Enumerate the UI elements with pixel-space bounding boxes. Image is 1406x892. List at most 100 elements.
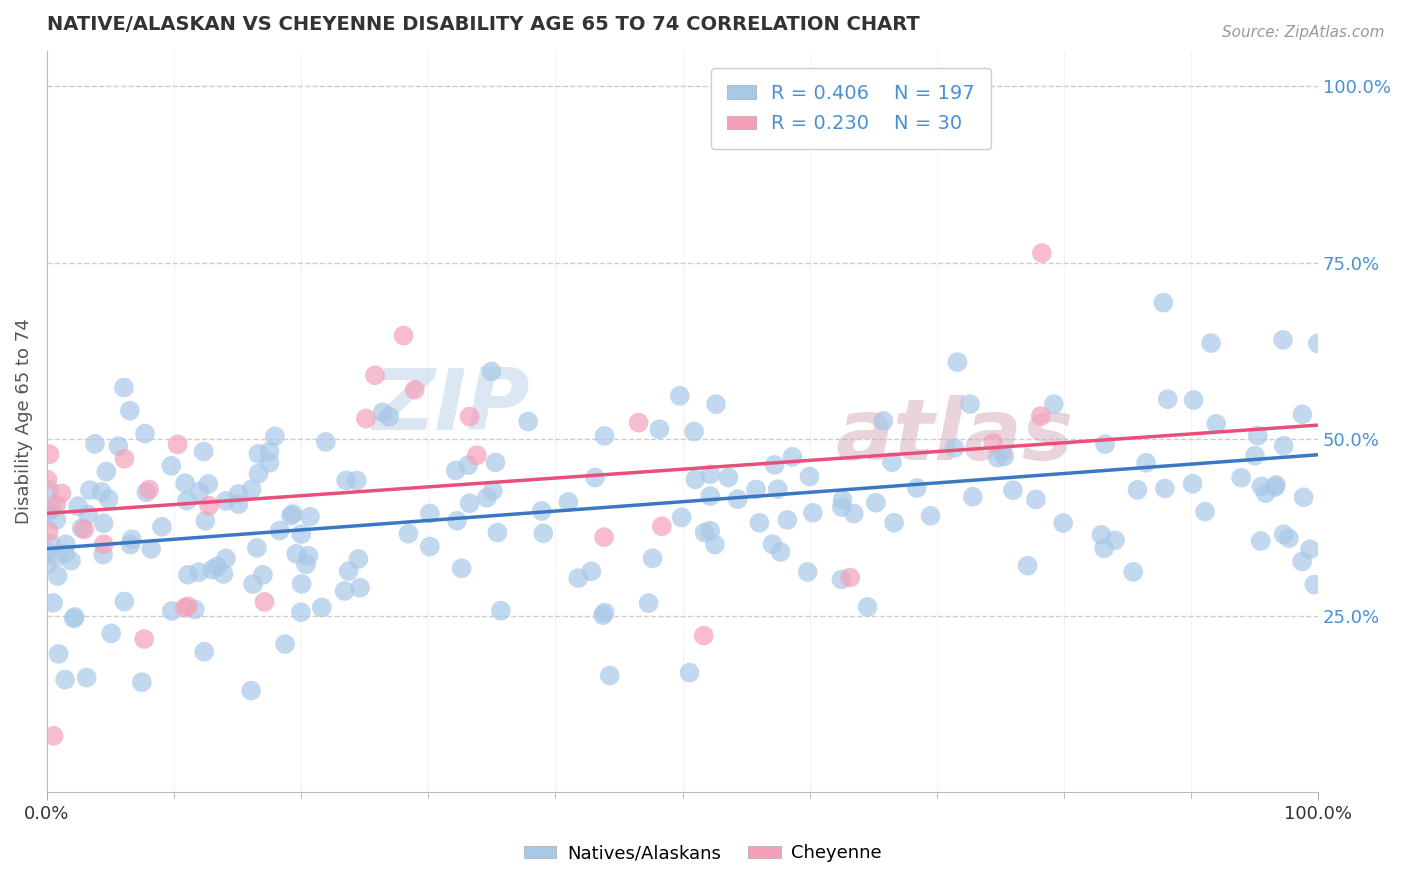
Point [557,495,579,509]
Point [228,487,250,501]
Point [856,599,879,614]
Point [842,507,865,521]
Point [1094,437,1116,451]
Point [188,484,211,499]
Point [831,492,853,507]
Point [1292,490,1315,504]
Point [531,526,554,541]
Point [174,476,197,491]
Point [419,540,441,554]
Point [796,565,818,579]
Point [281,507,304,521]
Point [693,629,716,643]
Point [593,606,616,620]
Point [76,671,98,685]
Text: atlas: atlas [835,395,1073,478]
Point [1247,428,1270,442]
Point [93,516,115,531]
Point [37,473,59,487]
Point [962,490,984,504]
Point [139,541,162,556]
Point [671,510,693,524]
Point [769,545,792,559]
Point [38,483,60,497]
Point [920,508,942,523]
Point [1230,471,1253,485]
Point [62,611,84,625]
Point [1126,483,1149,497]
Point [745,483,768,497]
Point [727,492,749,507]
Point [1154,482,1177,496]
Point [112,380,135,394]
Point [458,496,481,510]
Point [651,519,673,533]
Point [1303,577,1326,591]
Point [396,526,419,541]
Point [1017,558,1039,573]
Point [872,414,894,428]
Point [135,485,157,500]
Point [592,608,614,623]
Point [627,416,650,430]
Legend: R = 0.406    N = 197, R = 0.230    N = 30: R = 0.406 N = 197, R = 0.230 N = 30 [711,68,991,149]
Point [766,482,789,496]
Point [1025,492,1047,507]
Point [274,637,297,651]
Point [333,584,356,599]
Point [880,455,903,469]
Point [993,450,1015,464]
Point [404,383,426,397]
Point [51,486,73,500]
Point [335,474,357,488]
Point [70,521,93,535]
Point [444,463,467,477]
Point [763,458,786,472]
Point [1090,528,1112,542]
Point [55,537,77,551]
Point [484,455,506,469]
Point [450,561,472,575]
Point [1181,476,1204,491]
Point [517,415,540,429]
Point [240,683,263,698]
Point [1250,479,1272,493]
Point [42,729,65,743]
Point [693,525,716,540]
Point [194,514,217,528]
Point [247,447,270,461]
Point [193,444,215,458]
Point [59,554,82,568]
Point [830,573,852,587]
Point [685,472,707,486]
Point [1278,531,1301,545]
Point [48,647,70,661]
Point [486,525,509,540]
Text: Source: ZipAtlas.com: Source: ZipAtlas.com [1222,25,1385,40]
Point [134,632,156,646]
Point [1272,439,1295,453]
Point [583,470,606,484]
Point [581,565,603,579]
Point [1029,409,1052,423]
Point [38,447,60,461]
Point [1182,392,1205,407]
Point [489,604,512,618]
Point [1194,505,1216,519]
Point [1199,336,1222,351]
Point [37,545,59,559]
Point [252,567,274,582]
Point [1135,456,1157,470]
Point [298,509,321,524]
Point [458,409,481,424]
Point [215,494,238,508]
Point [45,498,67,512]
Point [118,403,141,417]
Point [457,458,479,473]
Point [668,389,690,403]
Point [1264,480,1286,494]
Text: ZIP: ZIP [373,365,530,449]
Point [45,550,67,565]
Point [1272,333,1295,347]
Point [112,594,135,608]
